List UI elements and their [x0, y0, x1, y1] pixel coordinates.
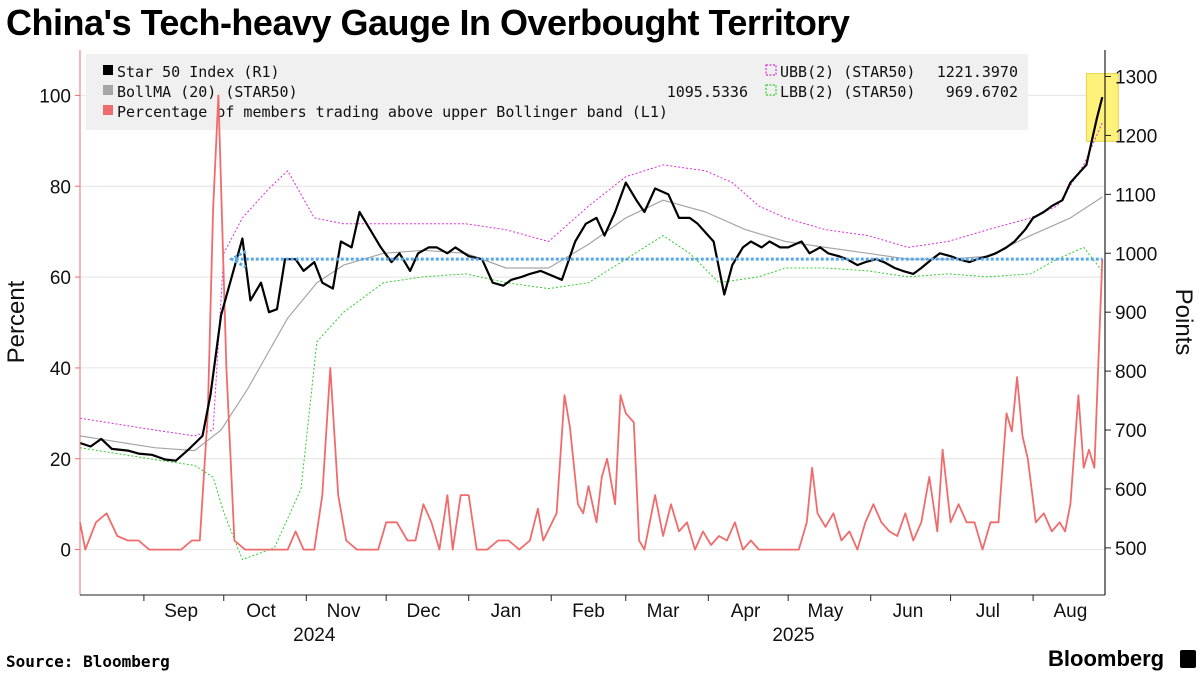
right-tick-label: 1300 — [1115, 68, 1157, 89]
right-tick-label: 1000 — [1115, 244, 1157, 265]
x-tick-label: Nov — [327, 601, 361, 622]
legend-label: LBB(2) (STAR50) — [780, 83, 915, 101]
left-tick-label: 40 — [50, 359, 71, 380]
brand-logo-text: Bloomberg — [1048, 646, 1165, 671]
right-tick-label: 600 — [1115, 480, 1147, 501]
legend-label: Percentage of members trading above uppe… — [117, 103, 668, 121]
legend: Star 50 Index (R1) BollMA (20) (STAR50) 10… — [86, 54, 1028, 130]
legend-swatch — [765, 84, 777, 96]
x-tick-label: Jul — [976, 601, 1000, 622]
x-tick-label: Jun — [893, 601, 924, 622]
left-tick-label: 80 — [50, 177, 71, 198]
legend-swatch — [103, 65, 113, 75]
legend-value: 969.6702 — [946, 83, 1018, 101]
right-tick-label: 700 — [1115, 421, 1147, 442]
x-tick-label: Apr — [731, 601, 761, 622]
legend-value: 1095.5336 — [667, 83, 748, 101]
series-line-lbb — [79, 235, 1103, 561]
x-tick-label: Oct — [246, 601, 276, 622]
x-tick-label: Jan — [491, 601, 522, 622]
x-year-label: 2025 — [772, 625, 814, 646]
y-axis-label-left: Percent — [3, 280, 30, 363]
legend-label: Star 50 Index (R1) — [117, 63, 280, 81]
right-axis-ticks: 500 600 700 800 900 1000 1100 1200 1300 — [1105, 68, 1157, 560]
series-line-pct — [79, 94, 1104, 551]
right-tick-label: 1200 — [1115, 126, 1157, 147]
source-note: Source: Bloomberg — [6, 652, 170, 671]
axes — [79, 50, 1106, 596]
legend-swatch — [103, 105, 113, 115]
legend-background — [86, 54, 1028, 130]
highlight-rect — [1085, 73, 1119, 142]
legend-value: 1221.3970 — [937, 63, 1018, 81]
legend-swatch — [765, 64, 777, 76]
legend-label: UBB(2) (STAR50) — [780, 63, 915, 81]
right-tick-label: 500 — [1115, 539, 1147, 560]
series-group — [79, 94, 1104, 561]
x-tick-label: May — [808, 601, 844, 622]
right-tick-label: 1100 — [1115, 185, 1156, 206]
chart-title: China's Tech-heavy Gauge In Overbought T… — [6, 2, 850, 43]
reference-arrowhead — [228, 249, 247, 269]
left-axis-ticks: 0 20 40 60 80 100 — [39, 86, 80, 562]
x-tick-label: Feb — [572, 601, 605, 622]
legend-label: BollMA (20) (STAR50) — [117, 83, 298, 101]
gridlines — [80, 94, 1105, 551]
left-tick-label: 0 — [60, 541, 71, 562]
series-line-ubb — [79, 122, 1103, 437]
x-year-label: 2024 — [293, 625, 336, 646]
x-tick-label: Dec — [407, 601, 441, 622]
x-axis-ticks: Sep Oct Nov Dec Jan Feb Mar Apr May Jun Jul Aug 2024… — [143, 595, 1087, 646]
left-tick-label: 100 — [39, 86, 71, 107]
brand-mark-icon — [1180, 650, 1196, 668]
y-axis-label-right: Points — [1170, 289, 1197, 356]
x-tick-label: Aug — [1053, 601, 1087, 622]
left-tick-label: 60 — [50, 268, 71, 289]
right-tick-label: 800 — [1115, 362, 1147, 383]
right-tick-label: 900 — [1115, 303, 1147, 324]
reference-arrow — [228, 249, 1103, 269]
legend-swatch — [103, 85, 113, 95]
x-tick-label: Sep — [164, 601, 198, 622]
x-tick-label: Mar — [647, 601, 680, 622]
highlight-box — [1085, 73, 1119, 142]
left-tick-label: 20 — [50, 450, 71, 471]
series-line-index — [79, 96, 1104, 462]
